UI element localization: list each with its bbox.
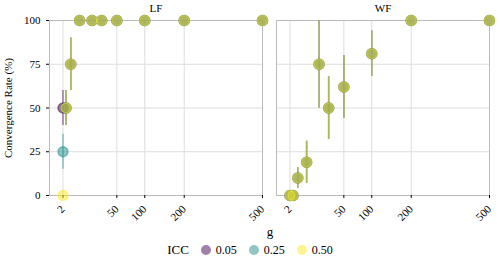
svg-text:50: 50 <box>30 102 42 114</box>
svg-text:100: 100 <box>129 202 150 223</box>
svg-text:50: 50 <box>331 202 348 219</box>
html-text:0.50: 0.50 <box>311 242 333 257</box>
svg-text:500: 500 <box>473 202 494 223</box>
svg-text:Convergence Rate (%): Convergence Rate (%) <box>2 58 15 158</box>
svg-text:200: 200 <box>395 202 416 223</box>
svg-text:200: 200 <box>168 202 189 223</box>
svg-text:2: 2 <box>282 203 294 215</box>
html-text:0.25: 0.25 <box>263 242 285 257</box>
svg-text:100: 100 <box>24 14 41 26</box>
svg-text:25: 25 <box>30 145 42 157</box>
html-text:ICC: ICC <box>167 242 189 257</box>
svg-text:WF: WF <box>375 2 392 14</box>
svg-text:100: 100 <box>356 202 377 223</box>
html-text:0.05: 0.05 <box>215 242 237 257</box>
svg-text:500: 500 <box>246 202 267 223</box>
svg-text:0: 0 <box>35 189 41 201</box>
html-text:g: g <box>266 224 274 239</box>
svg-text:50: 50 <box>104 202 121 219</box>
svg-text:2: 2 <box>55 203 67 215</box>
svg-text:LF: LF <box>150 2 163 14</box>
svg-text:75: 75 <box>30 58 42 70</box>
